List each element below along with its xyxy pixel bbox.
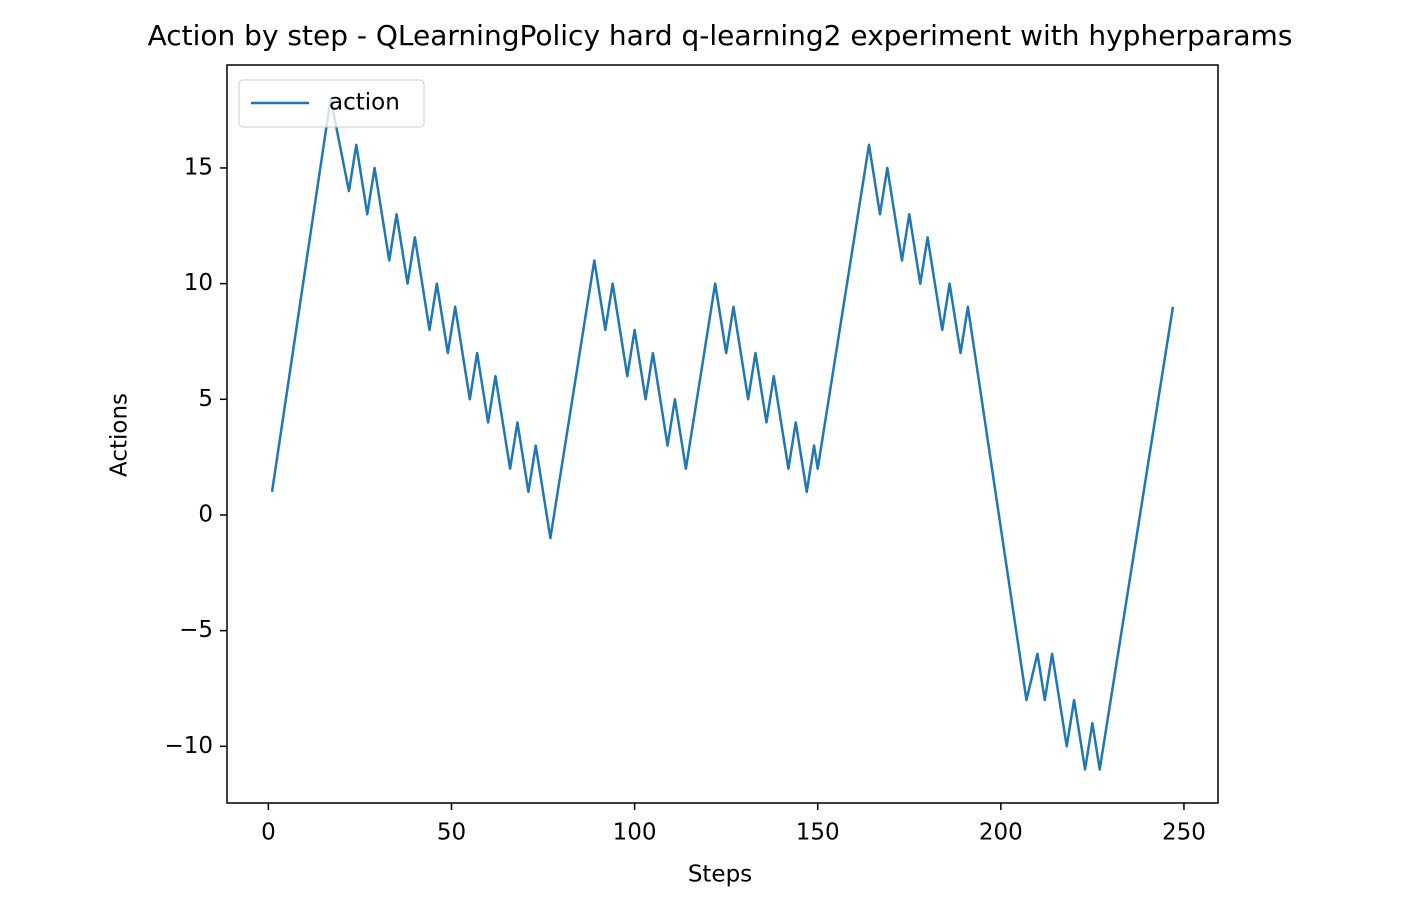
y-tick-label: 0 — [198, 501, 213, 527]
x-tick-label: 150 — [796, 820, 840, 846]
legend-label: action — [329, 90, 400, 116]
plot-frame — [226, 64, 1219, 804]
x-tick-label: 0 — [261, 820, 276, 846]
x-tick-label: 250 — [1162, 820, 1206, 846]
y-tick-label: 10 — [184, 270, 213, 296]
x-axis-label: Steps — [688, 862, 752, 888]
y-tick-label: 5 — [198, 386, 213, 412]
x-tick-label: 50 — [437, 820, 466, 846]
legend-box — [238, 79, 425, 128]
y-tick-label: 15 — [184, 154, 213, 180]
y-tick-label: −10 — [164, 733, 213, 759]
x-tick-label: 100 — [613, 820, 657, 846]
data-line — [270, 97, 1175, 771]
y-axis-label: Actions — [107, 393, 133, 477]
x-tick-label: 200 — [979, 820, 1023, 846]
y-tick-label: −5 — [179, 617, 213, 643]
chart-title: Action by step - QLearningPolicy hard q-… — [148, 19, 1293, 52]
